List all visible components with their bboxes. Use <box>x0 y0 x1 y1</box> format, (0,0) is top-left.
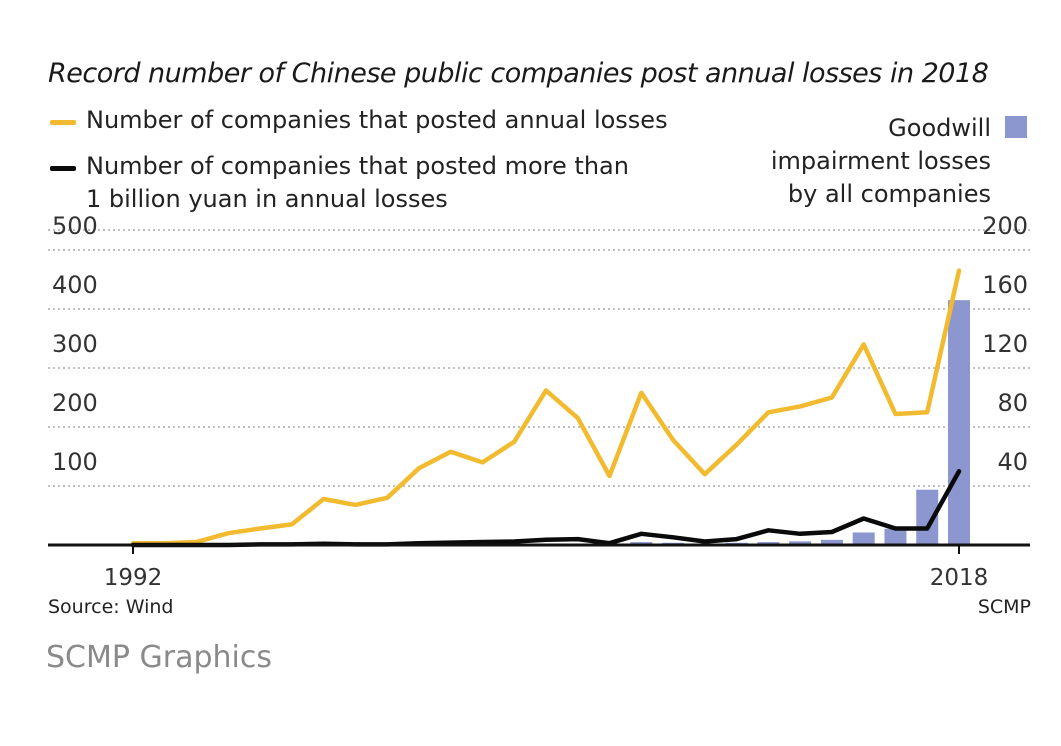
left-tick-label: 200 <box>52 389 98 417</box>
legend-label-total-losses: Number of companies that posted annual l… <box>86 106 668 134</box>
left-tick-label: 500 <box>52 212 98 240</box>
goodwill-bars <box>503 300 970 545</box>
right-tick-label: 80 <box>997 389 1028 417</box>
billion-losses-line <box>130 469 962 548</box>
goodwill-bar <box>884 528 907 545</box>
axes: 100 200 300 400 500 40 80 120 160 200 1992 2018 <box>48 212 1030 591</box>
right-tick-label: 160 <box>982 271 1028 299</box>
series-lines <box>130 268 962 548</box>
legend-swatch-goodwill <box>1005 116 1027 138</box>
goodwill-bar <box>916 489 939 545</box>
right-tick-label: 40 <box>997 448 1028 476</box>
goodwill-bar <box>820 539 843 545</box>
legend-swatch-total-losses <box>50 120 76 125</box>
credit-note: SCMP <box>977 596 1031 618</box>
graphics-credit: SCMP Graphics <box>46 640 272 675</box>
right-tick-label: 200 <box>982 212 1028 240</box>
legend-label-goodwill-line2: impairment losses <box>770 147 991 175</box>
left-tick-label: 300 <box>52 330 98 358</box>
legend-swatch-billion-losses <box>50 166 76 171</box>
legend-label-goodwill: Goodwill impairment losses by all compan… <box>771 112 991 211</box>
goodwill-bar <box>852 532 875 545</box>
legend-label-goodwill-line3: by all companies <box>787 180 991 208</box>
x-tick-label: 2018 <box>930 565 989 591</box>
total-losses-line <box>130 268 962 546</box>
legend-label-goodwill-line1: Goodwill <box>888 114 991 142</box>
gridlines <box>48 229 1030 487</box>
legend-label-billion-losses-line2: 1 billion yuan in annual losses <box>86 185 448 213</box>
left-tick-label: 400 <box>52 271 98 299</box>
goodwill-bar <box>948 300 970 545</box>
x-tick-label: 1992 <box>104 565 163 591</box>
chart-title: Record number of Chinese public companie… <box>48 58 989 89</box>
source-note: Source: Wind <box>48 596 174 618</box>
left-tick-label: 100 <box>52 448 98 476</box>
legend-label-billion-losses-line1: Number of companies that posted more tha… <box>86 152 629 180</box>
goodwill-bar <box>789 541 812 545</box>
right-tick-label: 120 <box>982 330 1028 358</box>
